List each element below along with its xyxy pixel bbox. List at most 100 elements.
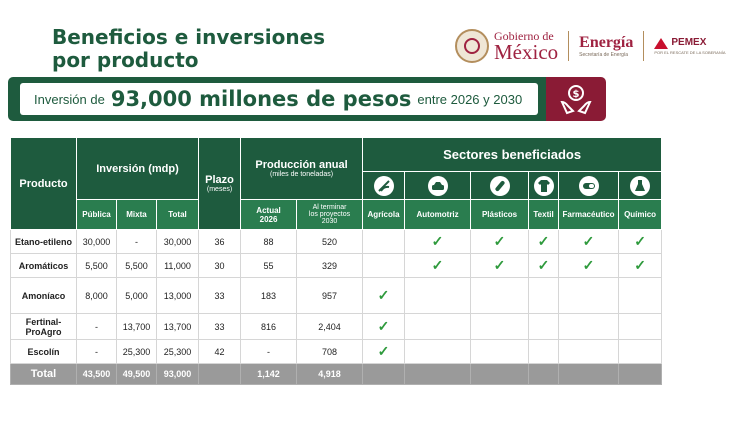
empty-cell: [618, 339, 663, 364]
row-plazo: 42: [198, 339, 242, 364]
row-final: 2,404: [296, 313, 364, 340]
investment-banner: Inversión de 93,000 millones de pesos en…: [8, 77, 546, 121]
check-icon: ✓: [362, 339, 406, 364]
check-icon: ✓: [558, 253, 620, 278]
totals-total: 93,000: [155, 363, 200, 385]
table-row: Aromáticos 5,500 5,500 11,000 30 55 329 …: [10, 253, 663, 278]
empty-cell: [470, 339, 530, 364]
check-icon: ✓: [362, 277, 406, 314]
row-publica: 5,500: [76, 253, 117, 278]
header-textil: Textil: [528, 199, 560, 230]
row-final: 708: [296, 339, 364, 364]
row-plazo: 33: [198, 277, 242, 314]
totals-empty: [404, 363, 472, 385]
car-icon: [404, 171, 472, 200]
flask-icon: [618, 171, 663, 200]
totals-empty: [618, 363, 663, 385]
table-row: Etano-etileno 30,000 - 30,000 36 88 520 …: [10, 229, 663, 254]
header-al-terminar: Al terminar los proyectos 2030: [296, 199, 364, 230]
row-mixta: 13,700: [116, 313, 157, 340]
row-actual: 88: [240, 229, 298, 254]
row-publica: -: [76, 313, 117, 340]
row-actual: 816: [240, 313, 298, 340]
row-producto: Escolín: [10, 339, 77, 364]
empty-cell: [618, 277, 663, 314]
empty-cell: [528, 313, 560, 340]
page-title: Beneficios e inversiones por producto: [52, 26, 372, 72]
logos-bar: Gobierno de México Energía Secretaría de…: [455, 26, 745, 66]
empty-cell: [404, 313, 472, 340]
totals-publica: 43,500: [76, 363, 117, 385]
row-total: 13,000: [155, 277, 200, 314]
row-mixta: -: [116, 229, 157, 254]
banner-suffix: entre 2026 y 2030: [417, 91, 523, 107]
check-icon: ✓: [470, 229, 530, 254]
empty-cell: [362, 253, 406, 278]
totals-label: Total: [10, 363, 77, 385]
row-actual: -: [240, 339, 298, 364]
row-producto: Fertinal- ProAgro: [10, 313, 77, 340]
empty-cell: [470, 313, 530, 340]
check-icon: ✓: [618, 253, 663, 278]
empty-cell: [362, 229, 406, 254]
empty-cell: [470, 277, 530, 314]
row-plazo: 36: [198, 229, 242, 254]
empty-cell: [404, 339, 472, 364]
table-row: Amoníaco 8,000 5,000 13,000 33 183 957 ✓: [10, 277, 663, 314]
check-icon: ✓: [470, 253, 530, 278]
check-icon: ✓: [618, 229, 663, 254]
row-mixta: 5,500: [116, 253, 157, 278]
row-producto: Amoníaco: [10, 277, 77, 314]
table-row: Escolín - 25,300 25,300 42 - 708 ✓: [10, 339, 663, 364]
row-total: 13,700: [155, 313, 200, 340]
row-actual: 55: [240, 253, 298, 278]
header-automotriz: Automotriz: [404, 199, 472, 230]
totals-actual: 1,142: [240, 363, 298, 385]
header-total: Total: [155, 199, 200, 230]
row-final: 520: [296, 229, 364, 254]
header-publica: Pública: [76, 199, 117, 230]
empty-cell: [558, 277, 620, 314]
row-total: 11,000: [155, 253, 200, 278]
row-publica: 8,000: [76, 277, 117, 314]
row-publica: 30,000: [76, 229, 117, 254]
totals-empty: [558, 363, 620, 385]
row-plazo: 30: [198, 253, 242, 278]
title-line-2: por producto: [52, 48, 199, 72]
empty-cell: [528, 277, 560, 314]
header-sectores: Sectores beneficiados: [362, 137, 663, 172]
header-quimico: Químico: [618, 199, 663, 230]
empty-cell: [558, 339, 620, 364]
row-publica: -: [76, 339, 117, 364]
agriculture-icon: [362, 171, 406, 200]
check-icon: ✓: [528, 253, 560, 278]
totals-final: 4,918: [296, 363, 364, 385]
totals-mixta: 49,500: [116, 363, 157, 385]
header-farmaceutico: Farmacéutico: [558, 199, 620, 230]
row-mixta: 25,300: [116, 339, 157, 364]
row-total: 30,000: [155, 229, 200, 254]
row-total: 25,300: [155, 339, 200, 364]
title-line-1: Beneficios e inversiones: [52, 25, 326, 49]
table-row: Fertinal- ProAgro - 13,700 13,700 33 816…: [10, 313, 663, 340]
investment-banner-text: Inversión de 93,000 millones de pesos en…: [20, 83, 538, 115]
money-hands-icon: $: [546, 77, 606, 121]
row-final: 957: [296, 277, 364, 314]
row-final: 329: [296, 253, 364, 278]
header-plazo: Plazo (meses): [198, 137, 242, 230]
empty-cell: [618, 313, 663, 340]
check-icon: ✓: [362, 313, 406, 340]
totals-empty: [528, 363, 560, 385]
totals-empty: [362, 363, 406, 385]
logo-divider: [568, 31, 570, 61]
check-icon: ✓: [404, 253, 472, 278]
national-seal-icon: [455, 29, 489, 63]
check-icon: ✓: [528, 229, 560, 254]
check-icon: ✓: [404, 229, 472, 254]
empty-cell: [528, 339, 560, 364]
logo-divider: [643, 31, 645, 61]
header-actual: Actual 2026: [240, 199, 298, 230]
header-mixta: Mixta: [116, 199, 157, 230]
pemex-mark-icon: [654, 37, 669, 49]
svg-text:$: $: [573, 89, 580, 100]
